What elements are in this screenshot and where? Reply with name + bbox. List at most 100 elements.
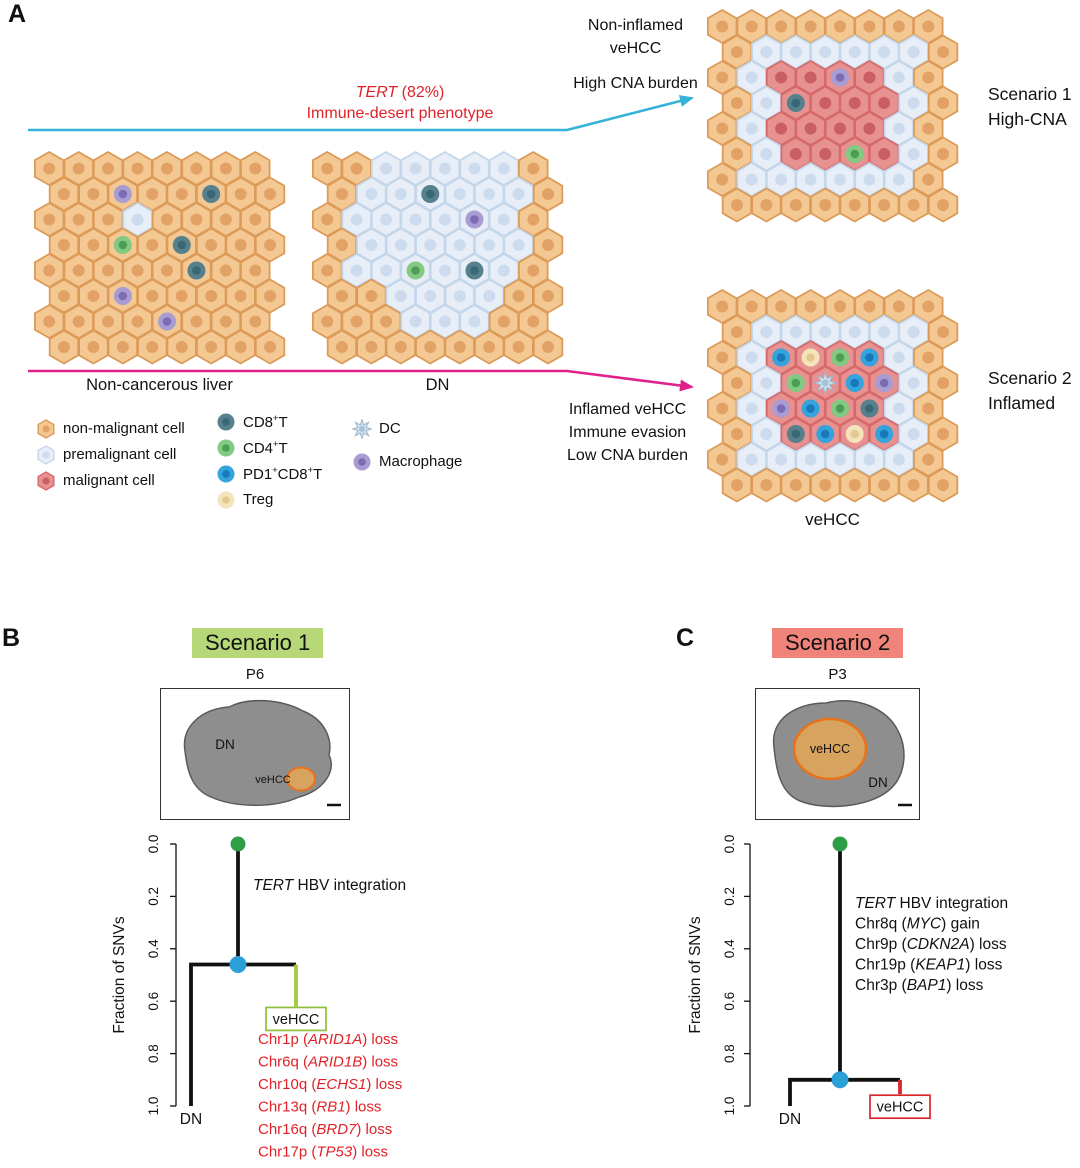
tick-label: 0.8	[146, 1044, 161, 1063]
cell-cd4t	[845, 145, 864, 163]
tick-label: 0.2	[146, 887, 161, 906]
scenario1-arrow	[28, 95, 694, 132]
cell-cd8t	[786, 94, 805, 112]
caption-liver: Non-cancerous liver	[86, 376, 233, 394]
scenario2-arrow	[28, 369, 694, 392]
legend-label: PD1+CD8+T	[243, 464, 323, 483]
dn-region-shape	[183, 699, 332, 806]
tick-label: 0.4	[722, 939, 737, 958]
histology-c: veHCC DN	[755, 688, 920, 820]
trunk-annotation: Chr19p (KEAP1) loss	[855, 957, 1003, 974]
scenario1-side-label: Scenario 1 High-CNA	[988, 82, 1072, 132]
vehcc-region-shape	[286, 766, 316, 792]
legend-item-macrophage: Macrophage	[352, 451, 462, 472]
arrows-layer	[28, 95, 694, 392]
trunk-annotation: Chr9p (CDKN2A) loss	[855, 936, 1007, 953]
s2-svg	[707, 288, 959, 503]
vehcc-region-label: veHCC	[810, 742, 850, 756]
s1-svg	[707, 8, 959, 223]
phylotree-c: 0.0 0.2 0.4 0.6 0.8 1.0 Fraction of SNVs veHCC D…	[680, 826, 1080, 1168]
noninflamed-line-3: High CNA burden	[573, 75, 698, 92]
cell-pd1cd8t	[845, 374, 864, 392]
inflamed-line-1: Inflamed veHCC	[568, 401, 687, 418]
root-node	[230, 836, 246, 852]
phylotree-b: 0.0 0.2 0.4 0.6 0.8 1.0 Fraction of SNVs veHCC D…	[100, 826, 540, 1168]
noninflamed-line-1: Non-inflamed	[587, 17, 684, 34]
tick-label: 0.6	[722, 992, 737, 1011]
noninflamed-line-2: veHCC	[609, 40, 662, 57]
dn-region-label: DN	[868, 775, 888, 790]
histology-b: DN veHCC	[160, 688, 350, 820]
treeB-svg: 0.0 0.2 0.4 0.6 0.8 1.0 Fraction of SNVs veHCC D…	[111, 835, 406, 1161]
tick-label: 0.0	[146, 835, 161, 854]
cell-pd1cd8t	[772, 348, 791, 367]
caption-vehcc: veHCC	[805, 510, 860, 529]
scenario2-title: Scenario 2	[772, 628, 904, 658]
scenario1-side-line-2: High-CNA	[988, 109, 1067, 129]
cell-macrophage	[113, 287, 132, 305]
vehcc-leaf-label: veHCC	[273, 1012, 320, 1028]
dn-leaf-label: DN	[779, 1111, 801, 1128]
cell-macrophage	[113, 185, 132, 203]
tissue-scenario1	[706, 8, 959, 229]
legend-column-2: CD8+T CD4+T PD1+CD8+T Treg	[216, 411, 322, 510]
cell-macrophage	[875, 374, 894, 392]
cell-cd4t	[831, 348, 850, 367]
legend-column-3: DC Macrophage	[352, 418, 462, 472]
tick-label: 0.0	[722, 835, 737, 854]
legend-item-cd8t: CD8+T	[216, 411, 322, 432]
panel-a-label: A	[8, 0, 27, 28]
cell-cd8t	[786, 425, 805, 443]
scenario1-side-line-1: Scenario 1	[988, 84, 1072, 104]
scenario2-side-line-1: Scenario 2	[988, 368, 1072, 388]
legend-item-nonmalignant: non-malignant cell	[36, 418, 185, 439]
vehcc-leaf-box	[265, 1006, 327, 1032]
legend-label: DC	[379, 420, 401, 437]
cell-cd8t	[465, 261, 484, 280]
dn-branch	[788, 1077, 900, 1106]
cell-cd4t	[113, 236, 132, 254]
vehcc-region-label: veHCC	[255, 774, 291, 786]
mutation-line: Chr1p (ARID1A) loss	[258, 1031, 398, 1048]
liver-svg	[34, 150, 286, 365]
root-node	[832, 836, 848, 852]
cell-pd1cd8t	[816, 425, 835, 443]
tick-label: 0.2	[722, 887, 737, 906]
macrophage-swatch-icon	[353, 453, 371, 470]
cell-cd4t	[786, 374, 805, 392]
noninflamed-block: Non-inflamed veHCC High CNA burden	[553, 14, 718, 95]
legend-item-malignant: malignant cell	[36, 470, 185, 491]
tert-line-1: TERT (82%)	[355, 84, 445, 101]
treg-swatch-icon	[217, 491, 235, 508]
cell-pd1cd8t	[860, 348, 879, 367]
dn-svg	[312, 150, 564, 365]
nonmalignant-swatch-icon	[37, 418, 55, 439]
legend-label: Macrophage	[379, 453, 463, 470]
legend-item-premalignant: premalignant cell	[36, 444, 185, 465]
cd4t-swatch-icon	[217, 439, 235, 456]
cell-cd4t	[406, 261, 425, 280]
tick-label: 1.0	[722, 1097, 737, 1116]
tick-label: 1.0	[146, 1097, 161, 1116]
cd8t-swatch-icon	[217, 413, 235, 430]
dn-leaf-label: DN	[180, 1111, 202, 1128]
sample-p3-label: P3	[828, 666, 847, 683]
inflamed-line-3: Low CNA burden	[567, 447, 688, 464]
legend-item-pd1cd8t: PD1+CD8+T	[216, 463, 322, 484]
legend-item-treg: Treg	[216, 489, 322, 510]
tick-label: 0.8	[722, 1044, 737, 1063]
legend-label: CD8+T	[243, 412, 288, 431]
histology-b-svg: DN veHCC	[183, 699, 341, 807]
cell-cd8t	[172, 236, 191, 254]
legend-item-dc: DC	[352, 418, 462, 439]
axis-label: Fraction of SNVs	[687, 916, 704, 1033]
malignant-swatch-icon	[37, 470, 55, 491]
tick-label: 0.4	[146, 939, 161, 958]
cell-macrophage	[831, 68, 850, 87]
tert-annotation: TERT (82%) Immune-desert phenotype	[280, 82, 520, 124]
cell-cd8t	[860, 399, 879, 418]
legend-label: CD4+T	[243, 438, 288, 457]
cell-cd8t	[421, 185, 440, 203]
mutation-line: Chr10q (ECHS1) loss	[258, 1076, 402, 1093]
legend-column-1: non-malignant cell premalignant cell malig…	[36, 418, 185, 491]
